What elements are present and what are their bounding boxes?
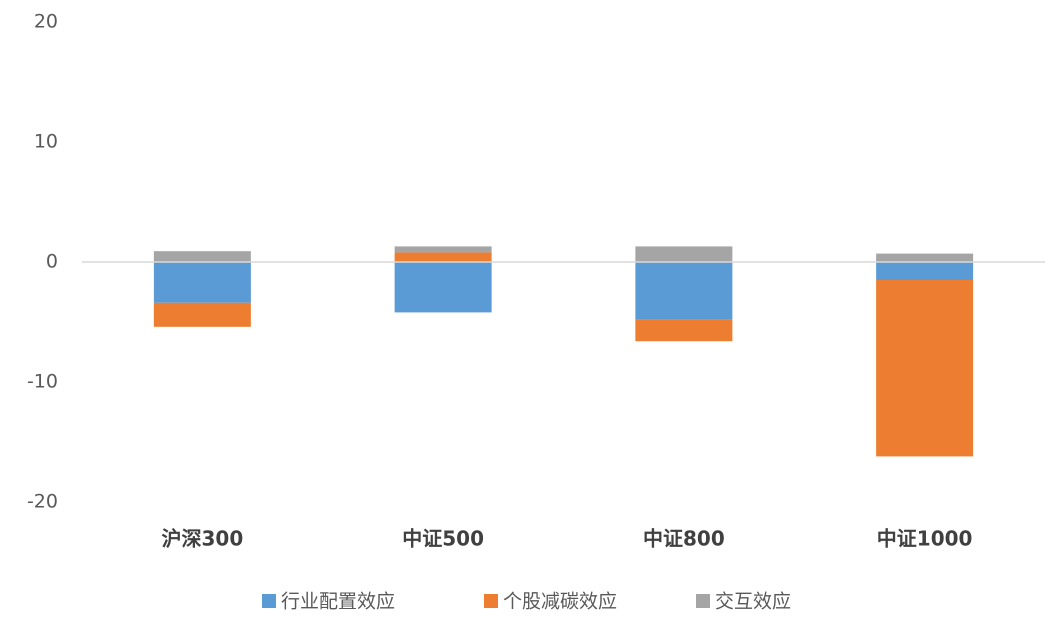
legend-swatch [484,594,498,608]
bar-segment [635,262,733,320]
x-tick-label: 中证800 [643,527,725,551]
x-tick-label: 沪深300 [162,527,244,551]
bar-segment [635,246,733,262]
x-tick-label: 中证1000 [877,527,973,551]
legend-label: 个股减碳效应 [503,591,617,613]
bar-segment [635,319,733,342]
bar-segment [153,302,251,327]
legend-swatch [262,594,276,608]
bar-segment [876,280,974,457]
y-tick-label: 10 [34,131,58,153]
bar-segment [394,246,492,253]
bar-segment [153,262,251,303]
bar-segment [394,252,492,262]
y-tick-label: -10 [27,371,58,393]
bar-segment [394,262,492,313]
y-tick-label: 0 [46,251,58,273]
bar-segment [876,253,974,262]
bar-segment [876,262,974,280]
y-tick-label: 20 [34,11,58,33]
bar-segment [153,251,251,262]
y-tick-label: -20 [27,491,58,513]
legend-label: 交互效应 [715,591,791,613]
legend-label: 行业配置效应 [281,591,395,613]
legend-swatch [696,594,710,608]
x-tick-label: 中证500 [402,527,484,551]
